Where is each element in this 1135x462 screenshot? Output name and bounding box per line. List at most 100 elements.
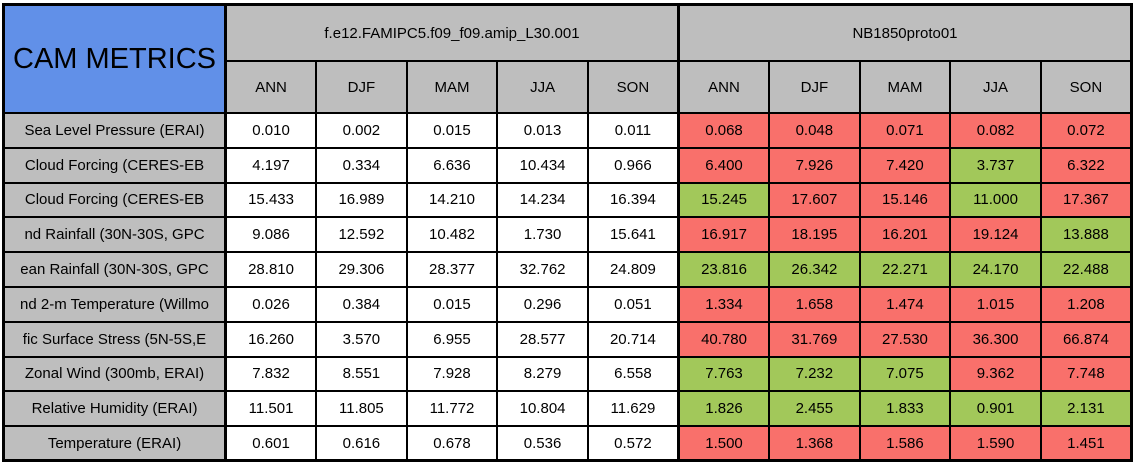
metric-row: ean Rainfall (30N-30S, GPC 28.810 29.306 28… <box>2 251 1133 288</box>
metric-value-cell-amip: 8.279 <box>496 355 589 393</box>
metric-row: Temperature (ERAI) 0.601 0.616 0.678 0.536 0.… <box>2 425 1133 462</box>
metric-row: Zonal Wind (300mb, ERAI) 7.832 8.551 7.928 8… <box>2 355 1133 393</box>
metric-value-cell-amip: 7.928 <box>405 355 499 393</box>
metric-value-cell-amip: 10.804 <box>496 390 589 428</box>
metric-value-cell-nb1850: 7.763 <box>676 355 771 393</box>
metric-value-cell-nb1850: 1.826 <box>676 390 771 428</box>
metric-value-cell-amip: 12.592 <box>315 216 408 254</box>
metric-value-cell-amip: 0.011 <box>586 112 680 149</box>
metric-value-cell-amip: 8.551 <box>315 355 408 393</box>
metric-value-cell-nb1850: 2.455 <box>768 390 861 428</box>
metric-value-cell-nb1850: 24.170 <box>949 251 1042 288</box>
metric-value-cell-nb1850: 13.888 <box>1039 216 1133 254</box>
metric-value-cell-amip: 15.641 <box>586 216 680 254</box>
metric-value-cell-nb1850: 9.362 <box>949 355 1042 393</box>
metric-value-cell-nb1850: 0.048 <box>768 112 861 149</box>
metric-value-cell-amip: 0.334 <box>315 146 408 184</box>
metric-value-cell-nb1850: 22.488 <box>1039 251 1133 288</box>
metric-value-cell-amip: 16.394 <box>586 181 680 219</box>
metric-value-cell-amip: 16.989 <box>315 181 408 219</box>
metric-value-cell-nb1850: 0.071 <box>858 112 952 149</box>
metric-value-cell-amip: 32.762 <box>496 251 589 288</box>
metric-value-cell-amip: 16.260 <box>224 320 318 358</box>
metric-row: Relative Humidity (ERAI) 11.501 11.805 11.7… <box>2 390 1133 428</box>
metric-value-cell-amip: 3.570 <box>315 320 408 358</box>
metric-row: Cloud Forcing (CERES-EB 4.197 0.334 6.636 10… <box>2 146 1133 184</box>
metric-value-cell-nb1850: 11.000 <box>949 181 1042 219</box>
season-header-row: ANN DJF MAM JJA SON ANN DJF MAM JJA SON <box>4 60 1133 114</box>
metric-value-cell-amip: 11.772 <box>405 390 499 428</box>
metric-value-cell-amip: 0.296 <box>496 285 589 323</box>
metric-value-cell-amip: 0.010 <box>224 112 318 149</box>
metric-value-cell-nb1850: 0.901 <box>949 390 1042 428</box>
metric-value-cell-nb1850: 0.068 <box>676 112 771 149</box>
metric-value-cell-amip: 28.810 <box>224 251 318 288</box>
metric-value-cell-amip: 0.601 <box>224 425 318 462</box>
metric-value-cell-nb1850: 26.342 <box>768 251 861 288</box>
metric-value-cell-nb1850: 3.737 <box>949 146 1042 184</box>
metric-value-cell-amip: 11.805 <box>315 390 408 428</box>
metric-value-cell-nb1850: 40.780 <box>676 320 771 358</box>
season-header: MAM <box>405 60 499 114</box>
metric-row: nd 2-m Temperature (Willmo 0.026 0.384 0.01… <box>2 285 1133 323</box>
metric-row: Cloud Forcing (CERES-EB 15.433 16.989 14.21… <box>2 181 1133 219</box>
metric-value-cell-nb1850: 66.874 <box>1039 320 1133 358</box>
metric-value-cell-amip: 6.636 <box>405 146 499 184</box>
metric-value-cell-amip: 0.002 <box>315 112 408 149</box>
metric-value-cell-amip: 0.678 <box>405 425 499 462</box>
metric-value-cell-nb1850: 1.015 <box>949 285 1042 323</box>
metric-row: Sea Level Pressure (ERAI) 0.010 0.002 0.015… <box>2 112 1133 149</box>
metric-value-cell-nb1850: 7.926 <box>768 146 861 184</box>
metric-value-cell-amip: 0.572 <box>586 425 680 462</box>
metric-value-cell-nb1850: 27.530 <box>858 320 952 358</box>
metric-value-cell-amip: 11.501 <box>224 390 318 428</box>
metric-value-cell-nb1850: 31.769 <box>768 320 861 358</box>
metric-value-cell-amip: 4.197 <box>224 146 318 184</box>
metric-row: fic Surface Stress (5N-5S,E 16.260 3.570 6.… <box>2 320 1133 358</box>
metric-value-cell-nb1850: 16.917 <box>676 216 771 254</box>
metric-value-cell-nb1850: 15.245 <box>676 181 771 219</box>
metric-value-cell-nb1850: 7.232 <box>768 355 861 393</box>
cam-metrics-table: CAM METRICS f.e12.FAMIPC5.f09_f09.amip_L… <box>2 3 1133 462</box>
metric-value-cell-amip: 28.377 <box>405 251 499 288</box>
metric-value-cell-amip: 10.482 <box>405 216 499 254</box>
metric-value-cell-nb1850: 0.072 <box>1039 112 1133 149</box>
metric-row-label: fic Surface Stress (5N-5S,E <box>2 320 227 358</box>
season-header: ANN <box>676 60 771 114</box>
metric-value-cell-nb1850: 6.400 <box>676 146 771 184</box>
season-header: DJF <box>768 60 861 114</box>
metric-value-cell-nb1850: 1.500 <box>676 425 771 462</box>
metric-value-cell-nb1850: 1.586 <box>858 425 952 462</box>
metric-row-label: ean Rainfall (30N-30S, GPC <box>2 251 227 288</box>
metric-value-cell-nb1850: 7.420 <box>858 146 952 184</box>
metric-row-label: Sea Level Pressure (ERAI) <box>2 112 227 149</box>
metric-value-cell-amip: 1.730 <box>496 216 589 254</box>
metric-value-cell-nb1850: 16.201 <box>858 216 952 254</box>
metric-row-label: Relative Humidity (ERAI) <box>2 390 227 428</box>
metric-value-cell-nb1850: 23.816 <box>676 251 771 288</box>
metric-value-cell-amip: 24.809 <box>586 251 680 288</box>
metric-row: nd Rainfall (30N-30S, GPC 9.086 12.592 10.4… <box>2 216 1133 254</box>
metric-value-cell-amip: 6.558 <box>586 355 680 393</box>
metric-value-cell-nb1850: 1.590 <box>949 425 1042 462</box>
metric-value-cell-nb1850: 2.131 <box>1039 390 1133 428</box>
metric-value-cell-amip: 0.051 <box>586 285 680 323</box>
metric-row-label: Cloud Forcing (CERES-EB <box>2 181 227 219</box>
season-header: SON <box>586 60 680 114</box>
metric-value-cell-nb1850: 17.607 <box>768 181 861 219</box>
season-header: JJA <box>496 60 589 114</box>
metric-row-label: Temperature (ERAI) <box>2 425 227 462</box>
table-title: CAM METRICS <box>2 3 227 114</box>
metric-value-cell-amip: 0.013 <box>496 112 589 149</box>
metric-value-cell-amip: 11.629 <box>586 390 680 428</box>
season-header: MAM <box>858 60 952 114</box>
metric-value-cell-nb1850: 1.658 <box>768 285 861 323</box>
metric-value-cell-nb1850: 22.271 <box>858 251 952 288</box>
metric-value-cell-amip: 6.955 <box>405 320 499 358</box>
metric-value-cell-nb1850: 1.833 <box>858 390 952 428</box>
metric-value-cell-amip: 28.577 <box>496 320 589 358</box>
metric-value-cell-nb1850: 19.124 <box>949 216 1042 254</box>
metric-value-cell-nb1850: 17.367 <box>1039 181 1133 219</box>
metric-value-cell-nb1850: 7.748 <box>1039 355 1133 393</box>
metric-value-cell-amip: 14.210 <box>405 181 499 219</box>
